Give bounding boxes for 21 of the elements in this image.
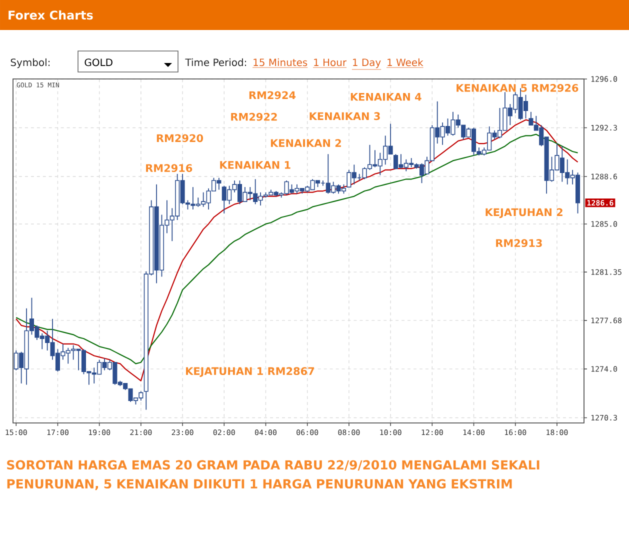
annotation: KENAIKAN 2 bbox=[270, 139, 341, 147]
chart-title: Forex Charts bbox=[8, 10, 93, 20]
annotation: KENAIKAN 4 bbox=[350, 93, 422, 101]
annotation: KEJATUHAN 1 RM2867 bbox=[186, 367, 314, 378]
text: GOLD bbox=[84, 58, 112, 66]
text: 1 Day bbox=[353, 58, 381, 68]
annotation: RM2920 bbox=[156, 134, 204, 142]
annotation: KENAIKAN 1 bbox=[220, 161, 290, 169]
annotation: KENAIKAN 5 RM2926 bbox=[456, 84, 578, 92]
annotation: RM2913 bbox=[496, 239, 542, 248]
text: Time Period: bbox=[185, 58, 246, 66]
annotation: RM2916 bbox=[146, 164, 192, 172]
annotation: RM2922 bbox=[231, 112, 277, 121]
text: 15 Minutes bbox=[254, 58, 308, 66]
text: 1 Hour bbox=[314, 58, 347, 66]
annotation: KEJATUHAN 2 bbox=[486, 208, 562, 218]
text: 1 Week bbox=[388, 58, 424, 66]
annotation: KENAIKAN 3 bbox=[310, 112, 380, 120]
text: SOROTAN HARGA EMAS 20 GRAM PADA RABU 22/9/2010 MENGALAMI SEKALI PENURUNAN, 5 KENAIKAN DIIKUTI 1 HARGA PENURUNAN YANG EKSTRIM bbox=[7, 460, 540, 490]
text: Symbol: bbox=[10, 58, 50, 68]
annotation: RM2924 bbox=[249, 91, 296, 100]
